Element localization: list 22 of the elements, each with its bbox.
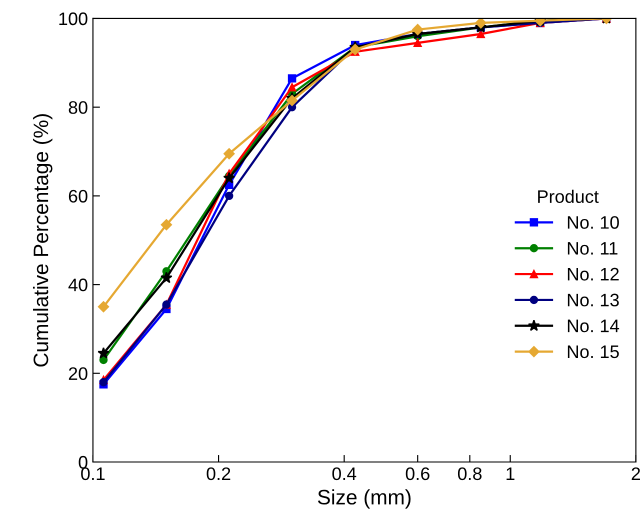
x-tick-label: 0.1: [81, 467, 105, 480]
legend-label: No. 13: [568, 294, 619, 306]
legend-label: No. 10: [568, 216, 619, 229]
legend-label: No. 12: [568, 268, 619, 281]
legend-label: No. 11: [568, 242, 618, 255]
x-tick-label: 1: [506, 468, 514, 480]
x-axis-title: Size (mm): [318, 489, 411, 509]
y-tick-label: 100: [59, 12, 88, 26]
y-tick-label: 80: [68, 101, 88, 114]
legend-title: Product: [538, 190, 599, 203]
x-tick-label: 0.6: [406, 467, 430, 480]
y-tick-label: 40: [68, 278, 88, 292]
y-tick-label: 60: [68, 190, 88, 203]
x-tick-label: 0.2: [206, 467, 230, 480]
legend-label: No. 15: [568, 346, 619, 358]
x-tick-label: 0.4: [332, 467, 356, 480]
x-tick-label: 2: [632, 467, 640, 480]
x-tick-label: 0.8: [458, 467, 482, 480]
legend-label: No. 14: [568, 320, 620, 332]
y-tick-label: 20: [68, 367, 88, 380]
y-axis-title: Cumulative Percentage (%): [32, 114, 52, 367]
y-tick-label: 0: [78, 456, 88, 469]
